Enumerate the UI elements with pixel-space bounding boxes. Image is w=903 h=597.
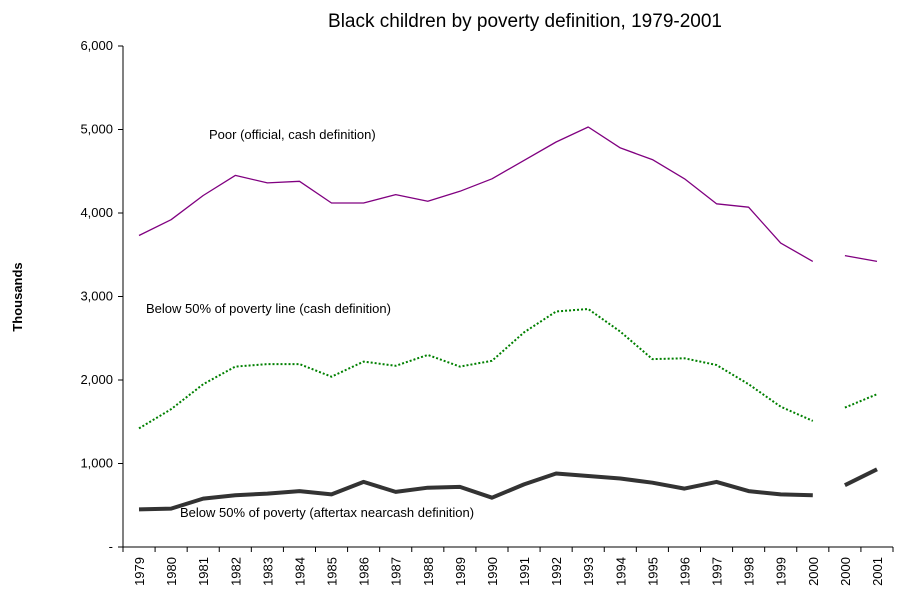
y-axis-label: Thousands	[10, 262, 25, 331]
x-tick-label: 1996	[677, 557, 692, 586]
plot-area	[138, 126, 878, 512]
x-tick-label: 1988	[421, 557, 436, 586]
x-tick-label: 1986	[357, 557, 372, 586]
x-tick-label: 1984	[292, 557, 307, 586]
annotation-below-50-cash: Below 50% of poverty line (cash definiti…	[146, 301, 391, 316]
series-line-1-segment-1	[844, 393, 878, 409]
x-tick-label: 1990	[485, 557, 500, 586]
x-tick-label: 1998	[742, 557, 757, 586]
x-tick-label: 1979	[132, 557, 147, 586]
x-tick-label: 1980	[164, 557, 179, 586]
x-tick-label: 1994	[613, 557, 628, 586]
x-tick-label: 1981	[196, 557, 211, 586]
y-tick-label: 2,000	[80, 372, 113, 387]
y-tick-label: -	[109, 539, 113, 554]
x-tick-label: 1987	[389, 557, 404, 586]
x-tick-label: 1993	[581, 557, 596, 586]
x-tick-label: 2001	[870, 557, 885, 586]
x-tick-label: 2000	[838, 557, 853, 586]
x-tick-label: 1983	[260, 557, 275, 586]
series-line-0-segment-1	[844, 254, 878, 263]
x-tick-label: 1995	[645, 557, 660, 586]
y-tick-label: 3,000	[80, 289, 113, 304]
series-line-2-segment-0	[138, 471, 813, 512]
x-tick-label: 1999	[774, 557, 789, 586]
x-tick-label: 1982	[228, 557, 243, 586]
series-line-1-segment-0	[138, 308, 814, 430]
x-tick-label: 1991	[517, 557, 532, 586]
series-line-0-segment-0	[138, 126, 814, 262]
x-axis: 1979 1980 1981 1982 1983 1984 1985 1986 1987 1988…	[122, 546, 894, 586]
y-tick-label: 1,000	[80, 456, 113, 471]
y-tick-label: 6,000	[80, 38, 113, 53]
x-tick-label: 1992	[549, 557, 564, 586]
x-tick-label: 1989	[453, 557, 468, 586]
y-axis: - 1,000 2,000 3,000 4,000 5,000 6,000	[80, 38, 124, 554]
annotation-below-50-aftertax: Below 50% of poverty (aftertax nearcash …	[180, 505, 474, 520]
y-tick-label: 4,000	[80, 205, 113, 220]
x-tick-label: 2000	[806, 557, 821, 586]
y-tick-label: 5,000	[80, 122, 113, 137]
x-tick-label: 1985	[325, 557, 340, 586]
annotation-poor-official: Poor (official, cash definition)	[209, 127, 376, 142]
chart-title: Black children by poverty definition, 19…	[328, 11, 722, 32]
series-line-2-segment-1	[844, 467, 878, 487]
x-tick-label: 1997	[710, 557, 725, 586]
